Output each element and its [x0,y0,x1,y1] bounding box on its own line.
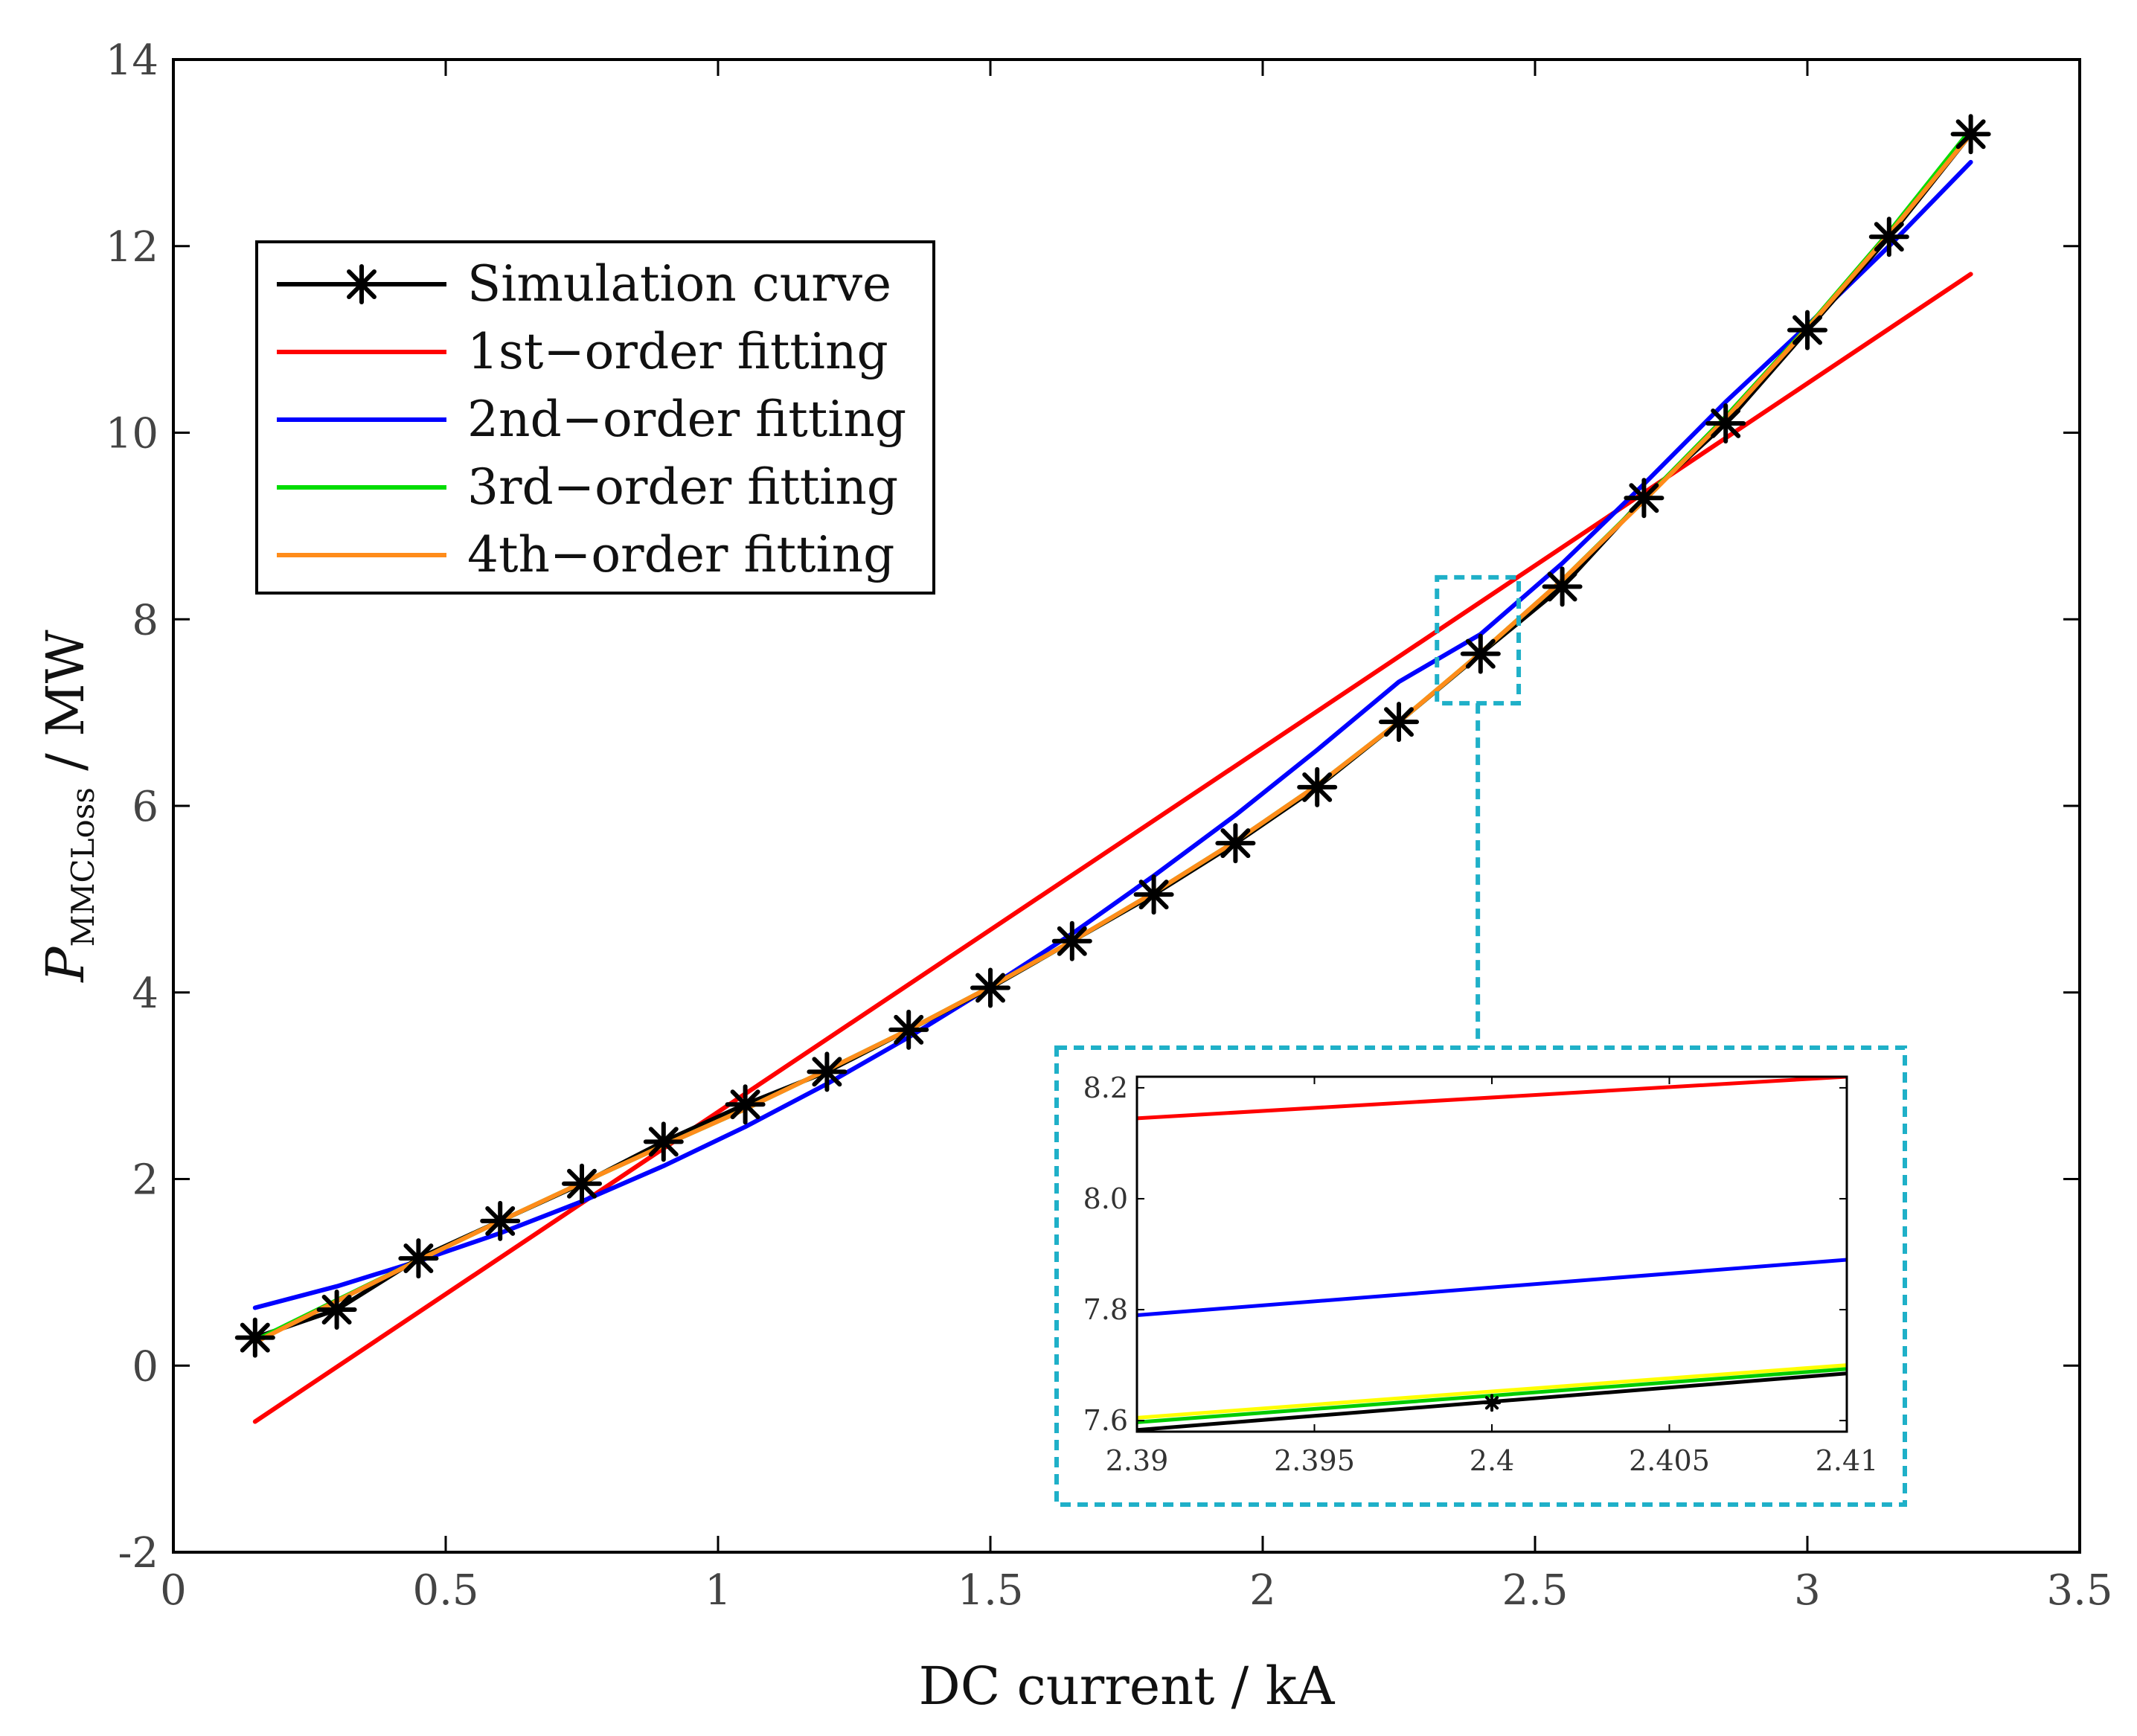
simulation-point [562,1163,602,1204]
x-tick-label: 0 [160,1566,187,1615]
simulation-point [1950,114,1991,155]
legend-label-4th-order-fitting: 4th−order fitting [467,526,894,583]
simulation-point [1787,310,1827,350]
y-tick-label: 8 [132,596,158,644]
inset-y-tick-label: 7.6 [1083,1404,1128,1437]
y-tick-label: 14 [106,36,158,85]
simulation-point [807,1051,848,1092]
y-axis-label-unit: / MW [35,630,96,787]
inset-line-1st [1137,1077,1847,1121]
simulation-point [1868,217,1909,257]
y-tick-label: 10 [106,410,158,458]
simulation-point [1133,874,1174,915]
y-axis-label: PMMCLoss / MW [35,630,101,983]
legend-label-1st-order-fitting: 1st−order fitting [467,323,888,380]
inset-line-2nd [1137,1258,1847,1317]
legend-marker-asterisk [342,264,382,304]
simulation-point [234,1317,275,1358]
x-tick-label: 3.5 [2046,1566,2112,1615]
series-line-2nd-order-fitting [252,159,1973,1310]
simulation-point [970,967,1010,1008]
simulation-point [316,1290,357,1330]
series-line-4th-order-fitting [252,132,1973,1345]
simulation-point [480,1200,521,1241]
y-tick-label: 0 [132,1342,158,1391]
y-tick-label: -2 [118,1529,158,1578]
legend-label-2nd-order-fitting: 2nd−order fitting [467,391,906,448]
x-tick-label: 2 [1249,1566,1276,1615]
x-axis-label: DC current / kA [919,1656,1336,1717]
simulation-point [1051,920,1092,961]
inset-x-tick-label: 2.4 [1470,1444,1514,1477]
series-line-1st-order-fitting [252,272,1973,1424]
inset-x-tick-label: 2.39 [1106,1444,1169,1477]
legend-label-simulation-curve: Simulation curve [467,255,891,313]
simulation-point [1705,403,1746,443]
inset-line-4th [1137,1363,1847,1420]
y-tick-label: 6 [132,783,158,831]
legend-label-3rd-order-fitting: 3rd−order fitting [467,458,898,516]
simulation-point [398,1238,439,1279]
x-tick-label: 2.5 [1502,1566,1568,1615]
inset-x-tick-label: 2.405 [1629,1444,1710,1477]
simulation-point [1297,766,1338,807]
y-tick-label: 2 [132,1156,158,1205]
x-tick-label: 1 [705,1566,731,1615]
simulation-point [1460,633,1501,674]
simulation-point [643,1121,684,1162]
simulation-point [888,1009,929,1050]
inset-y-tick-label: 8.0 [1083,1182,1128,1215]
y-tick-label: 12 [106,223,158,272]
x-tick-label: 3 [1794,1566,1821,1615]
simulation-point [1379,702,1419,743]
inset-x-tick-label: 2.41 [1816,1444,1879,1477]
x-tick-label: 1.5 [957,1566,1023,1615]
inset-x-tick-label: 2.395 [1274,1444,1355,1477]
simulation-point [1215,823,1256,864]
simulation-point [1624,478,1665,519]
inset-y-tick-label: 8.2 [1083,1072,1128,1104]
inset-simulation-point [1483,1394,1501,1412]
y-axis-label-subscript: MMCLoss [65,787,101,947]
simulation-point [1542,566,1583,607]
simulation-point [725,1084,766,1125]
y-axis-label-main: P [35,946,96,984]
y-tick-label: 4 [132,970,158,1018]
x-tick-label: 0.5 [412,1566,478,1615]
inset-y-tick-label: 7.8 [1083,1293,1128,1326]
